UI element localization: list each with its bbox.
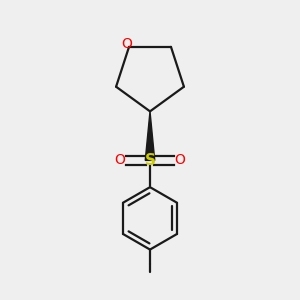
Text: S: S xyxy=(145,153,155,168)
Text: O: O xyxy=(175,153,185,167)
Polygon shape xyxy=(145,111,155,160)
Text: O: O xyxy=(115,153,125,167)
Text: O: O xyxy=(121,38,132,52)
